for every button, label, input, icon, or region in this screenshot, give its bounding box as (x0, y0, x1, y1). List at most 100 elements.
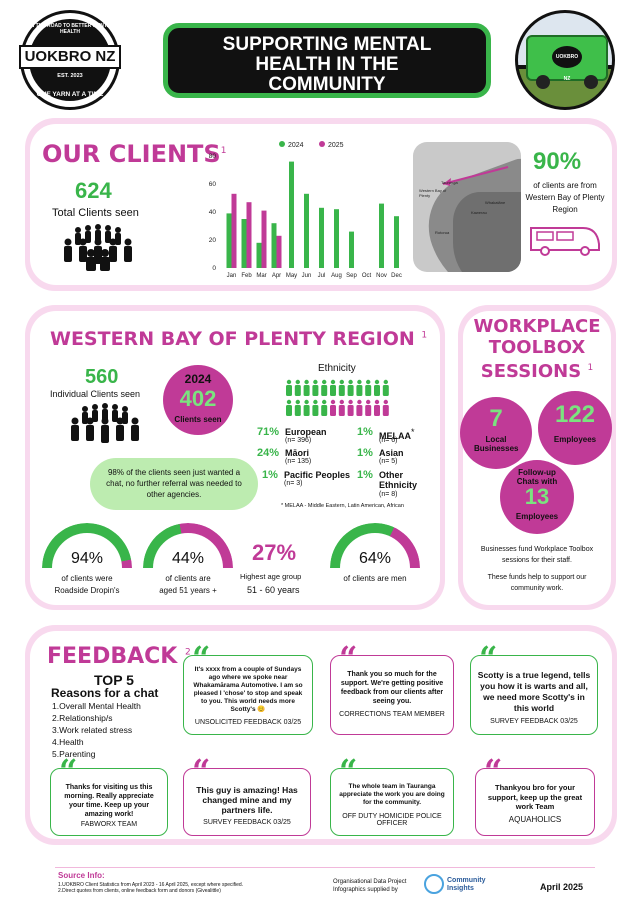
ethnicity-pct: 1% (357, 426, 373, 438)
ethnicity-name: European (285, 427, 327, 437)
donut-value: 64% (358, 550, 392, 567)
feedback-title-text: FEEDBACK (47, 644, 178, 669)
feedback-author: UNSOLICITED FEEDBACK 03/25 (194, 719, 302, 726)
feedback-text: Thanks for visiting us this morning. Rea… (64, 784, 154, 818)
feedback-author: AQUAHOLICS (508, 815, 562, 824)
ethnicity-name: Asian (379, 448, 404, 458)
x-tick-label: Jun (302, 273, 312, 279)
feedback-author: SURVEY FEEDBACK 03/25 (203, 819, 291, 826)
ethnicity-name-text: MELAA (379, 431, 411, 441)
van-photo: UOKBRO NZ (515, 10, 615, 110)
feedback-text: Thank you so much for the support. We're… (340, 671, 444, 705)
footnote-mark: 1 (220, 146, 227, 156)
feedback-text: It's xxxx from a couple of Sundays ago w… (193, 666, 303, 713)
list-item: 4.Health (52, 737, 84, 747)
feedback-author: SURVEY FEEDBACK 03/25 (490, 718, 578, 725)
ethnicity-row: 1% MELAA* (n= 6) (357, 427, 427, 447)
x-tick-label: Apr (272, 273, 281, 279)
report-date: April 2025 (540, 882, 584, 892)
quote-icon: “ (339, 752, 358, 790)
ethnicity-name: Māori (285, 448, 310, 458)
businesses-value: 7 (489, 405, 503, 432)
circle-year: 2024 (184, 372, 212, 386)
person-icon (286, 379, 292, 396)
van-icon (530, 227, 600, 256)
person-icon (330, 379, 336, 396)
x-tick-label: Jan (227, 273, 237, 279)
person-icon (321, 399, 328, 416)
feedback-card: “ Thankyou bro for your support, keep up… (475, 755, 595, 836)
title-line-3: COMMUNITY (268, 74, 386, 95)
bar-2024 (379, 203, 384, 268)
uokbro-logo: ON THE ROAD TO BETTER MENTAL HEALTH UOKB… (19, 10, 121, 110)
western-bay-title-text: WESTERN BAY OF PLENTY REGION (50, 328, 415, 350)
bar-2024 (241, 219, 247, 268)
ethnicity-pct: 24% (257, 447, 280, 459)
feedback-card: “ Thank you so much for the support. We'… (330, 642, 454, 735)
employees-value: 122 (554, 401, 596, 428)
workplace-title-text: WORKPLACE TOOLBOX SESSIONS (473, 316, 601, 382)
community-insights-logo-icon (424, 874, 444, 894)
footer-divider (55, 867, 595, 868)
ci-line: Insights (447, 885, 474, 892)
crowd-icon (64, 224, 132, 271)
donut-label-line: of clients are (165, 574, 211, 583)
title-line-2: HEALTH IN THE (255, 54, 399, 75)
logo-est-label: EST. (57, 73, 69, 79)
map-arrow (442, 166, 509, 186)
logo-arc-text: ON THE ROAD TO BETTER MENTAL HEALTH (26, 23, 114, 35)
person-icon (382, 379, 389, 396)
donut-label: of clients are men (343, 574, 407, 583)
ethnicity-pct: 1% (357, 447, 373, 459)
individual-clients-number: 560 (85, 366, 119, 388)
legend-marker (279, 141, 285, 147)
y-tick-label: 60 (209, 181, 217, 188)
quote-icon: “ (479, 639, 498, 677)
chat-bubble: 98% of the clients seen just wanted a ch… (90, 458, 258, 510)
western-bay-title: WESTERN BAY OF PLENTY REGION 1 (50, 328, 427, 350)
ethnicity-row: 1% Other Ethnicity (n= 8) (357, 470, 427, 500)
clients-by-month-chart: 2024 2025 0 20 40 60 80 Jan Feb Mar Apr May Jun Jul Au… (209, 141, 402, 279)
ethnicity-name: MELAA* (379, 427, 415, 441)
quote-icon: “ (59, 752, 78, 790)
region-percent: 90% (533, 148, 582, 175)
feedback-title: FEEDBACK 2 (47, 644, 191, 669)
ethnicity-count: (n= 396) (285, 437, 312, 444)
legend-marker (319, 141, 325, 147)
y-tick-label: 20 (209, 237, 217, 244)
y-tick-label: 40 (209, 209, 217, 216)
x-tick-label: Aug (331, 273, 342, 279)
bar-2024 (289, 161, 294, 268)
ethnicity-count: (n= 3) (284, 480, 303, 487)
businesses-label: Local Businesses (474, 435, 519, 453)
bar-2024 (271, 223, 277, 268)
person-icon (321, 379, 328, 396)
bar-2025 (246, 202, 252, 268)
donut-value: 44% (171, 550, 205, 567)
x-tick-label: Nov (376, 273, 387, 279)
ethnicity-name: Other Ethnicity (379, 470, 418, 490)
circle-value: 402 (179, 386, 217, 411)
logo-name: UOKBRO NZ (19, 45, 121, 69)
x-tick-label: Jul (318, 273, 326, 279)
ethnicity-row: 71% European (n= 396) (257, 427, 347, 447)
title-line-1: SUPPORTING MENTAL (222, 34, 432, 55)
bar-2025 (276, 235, 282, 268)
org-line: Organisational Data Project (333, 879, 407, 885)
logo-year: 2023 (70, 73, 83, 79)
age-group-label: Highest age group (240, 572, 302, 581)
person-icon (294, 399, 301, 416)
ethnicity-count: (n= 135) (285, 458, 312, 465)
footnote-mark: 1 (421, 330, 428, 341)
quote-icon: “ (484, 752, 503, 790)
legend-label: 2024 (288, 142, 304, 149)
feedback-card: “ This guy is amazing! Has changed mine … (183, 755, 311, 836)
age-group-range: 51 - 60 years (247, 585, 300, 595)
workplace-title: WORKPLACE TOOLBOX SESSIONS 1 (463, 316, 611, 382)
map-label: Tauranga (441, 180, 458, 185)
y-tick-label: 0 (212, 265, 216, 272)
employees-label: Employees (553, 435, 597, 444)
ethnicity-row: 1% Asian (n= 5) (357, 448, 427, 468)
x-tick-label: May (286, 273, 297, 279)
individual-clients-label: Individual Clients seen (50, 389, 141, 399)
